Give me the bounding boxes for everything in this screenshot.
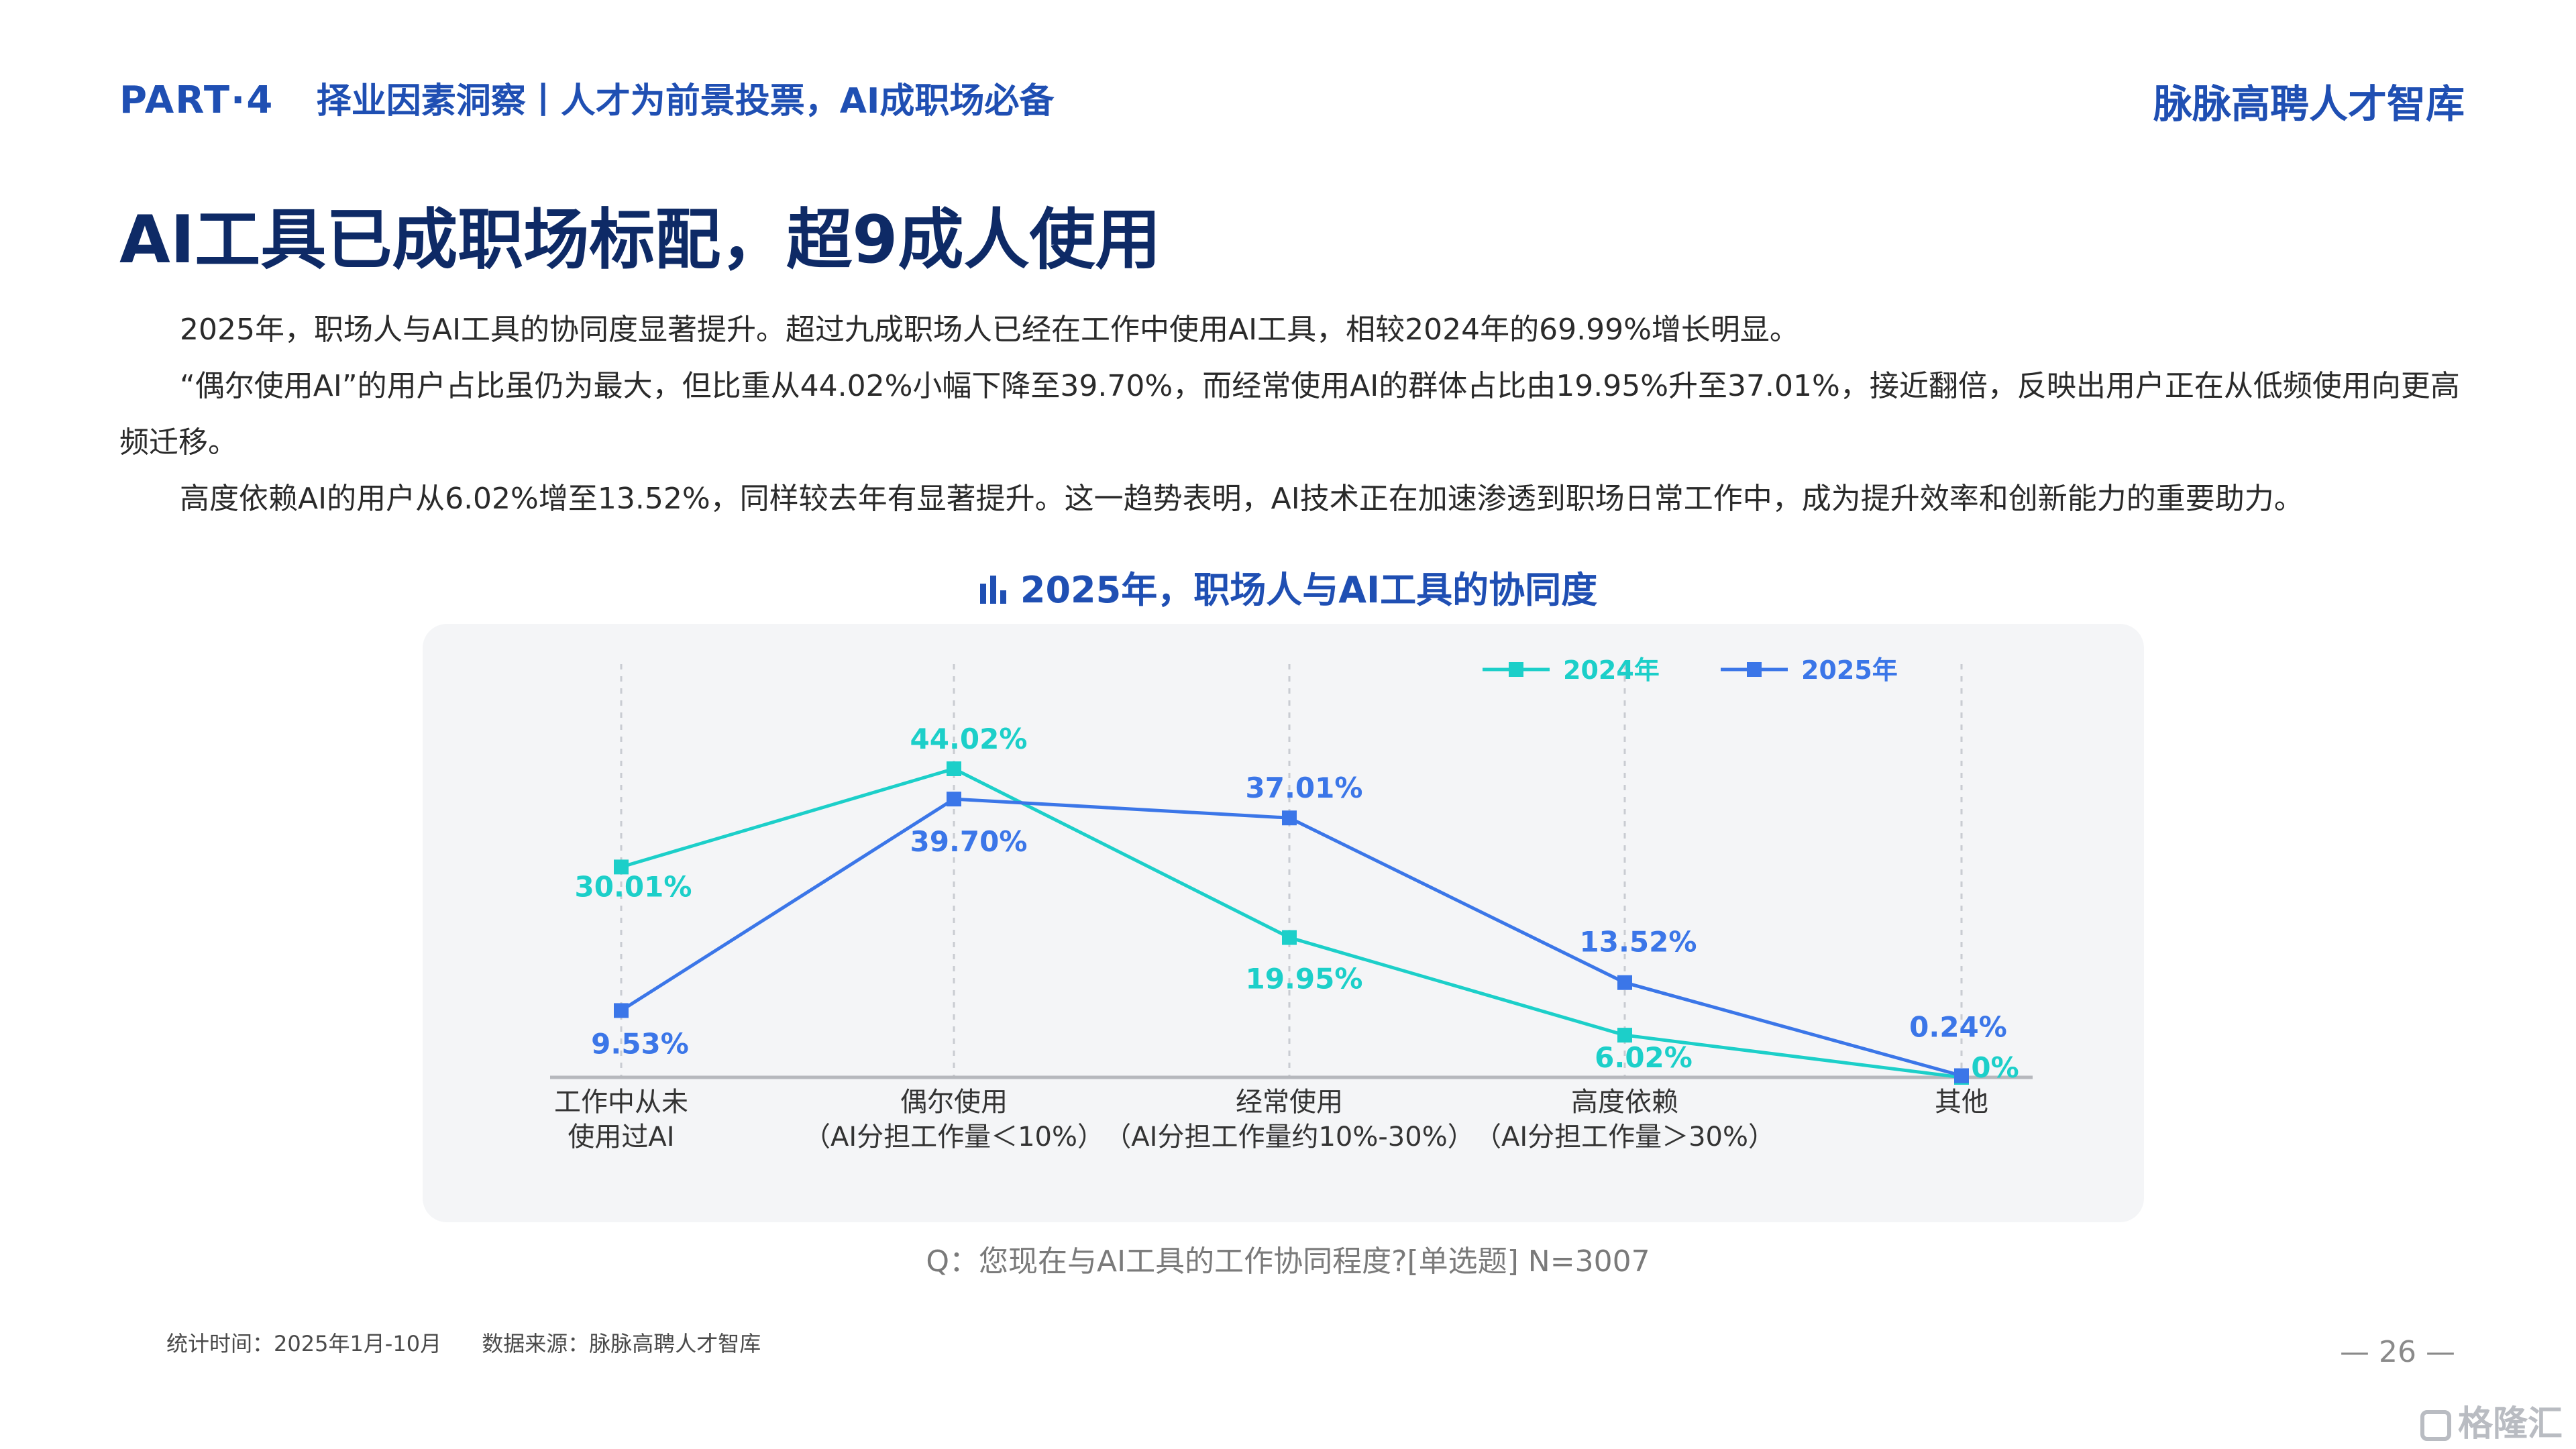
data-label-1-0: 9.53% [591, 1027, 689, 1060]
bar-chart-icon [979, 572, 1008, 614]
chart-heading: 2025年，职场人与AI工具的协同度 [0, 560, 2576, 614]
data-point-1-2 [1282, 810, 1297, 826]
page-number: — 26 — [2340, 1335, 2455, 1369]
x-tick-label-0-0: 工作中从未 [554, 1087, 688, 1118]
data-point-0-1 [947, 761, 961, 776]
data-source: 数据来源：脉脉高聘人才智库 [482, 1331, 761, 1356]
x-tick-label-3-0: 高度依赖 [1571, 1087, 1678, 1118]
part-label: PART·4 [119, 78, 274, 122]
x-tick-label-3-1: （AI分担工作量＞30%） [1474, 1122, 1775, 1152]
watermark: 格隆汇 [2420, 1395, 2563, 1446]
stat-time: 统计时间：2025年1月-10月 [166, 1331, 442, 1356]
data-point-0-2 [1282, 930, 1297, 945]
data-label-0-0: 30.01% [575, 870, 692, 903]
data-label-1-3: 13.52% [1580, 926, 1697, 959]
data-point-0-3 [1617, 1028, 1632, 1043]
data-label-0-1: 44.02% [910, 722, 1028, 755]
footer-note: 统计时间：2025年1月-10月 数据来源：脉脉高聘人才智库 [166, 1327, 761, 1358]
section-subtitle: 择业因素洞察丨人才为前景投票，AI成职场必备 [316, 81, 1055, 121]
watermark-logo-icon [2420, 1410, 2451, 1441]
page-title: AI工具已成职场标配，超9成人使用 [119, 202, 1161, 278]
legend-label-0: 2024年 [1563, 655, 1660, 685]
data-point-1-3 [1617, 975, 1632, 990]
x-tick-label-4-0: 其他 [1935, 1087, 1988, 1118]
data-label-1-4: 0.24% [1909, 1010, 2007, 1043]
data-point-0-0 [614, 859, 629, 875]
legend-marker-1 [1747, 662, 1762, 677]
watermark-text: 格隆汇 [2457, 1404, 2563, 1444]
brand-name: 脉脉高聘人才智库 [2153, 81, 2465, 127]
survey-question: Q：您现在与AI工具的工作协同程度?[单选题] N=3007 [926, 1244, 1650, 1279]
legend-marker-0 [1509, 662, 1523, 677]
paragraph-3: 高度依赖AI的用户从6.02%增至13.52%，同样较去年有显著提升。这一趋势表… [180, 482, 2304, 516]
data-label-0-3: 6.02% [1595, 1041, 1693, 1074]
data-label-0-2: 19.95% [1246, 963, 1363, 996]
data-label-0-4: 0% [1971, 1051, 2019, 1084]
chart-heading-text: 2025年，职场人与AI工具的协同度 [1020, 569, 1598, 611]
x-tick-label-1-0: 偶尔使用 [900, 1087, 1008, 1118]
data-point-1-1 [947, 792, 961, 807]
x-tick-label-1-1: （AI分担工作量＜10%） [804, 1122, 1104, 1152]
data-point-1-4 [1954, 1068, 1969, 1083]
data-label-1-2: 37.01% [1246, 771, 1363, 804]
x-tick-label-0-1: 使用过AI [568, 1122, 674, 1152]
paragraph-2: “偶尔使用AI”的用户占比虽仍为最大，但比重从44.02%小幅下降至39.70%… [119, 369, 2460, 460]
x-tick-label-2-1: （AI分担工作量约10%-30%） [1104, 1122, 1474, 1152]
paragraph-1: 2025年，职场人与AI工具的协同度显著提升。超过九成职场人已经在工作中使用AI… [180, 313, 1799, 347]
data-label-1-1: 39.70% [910, 825, 1028, 858]
chart-panel: 工作中从未使用过AI 偶尔使用 （AI分担工作量＜10%） 经常使用 （AI分担工作量约… [423, 624, 2144, 1222]
legend-label-1: 2025年 [1801, 655, 1898, 685]
data-point-1-0 [614, 1003, 629, 1018]
x-tick-label-2-0: 经常使用 [1236, 1087, 1343, 1118]
header-left: PART·4 择业因素洞察丨人才为前景投票，AI成职场必备 [119, 72, 1054, 123]
